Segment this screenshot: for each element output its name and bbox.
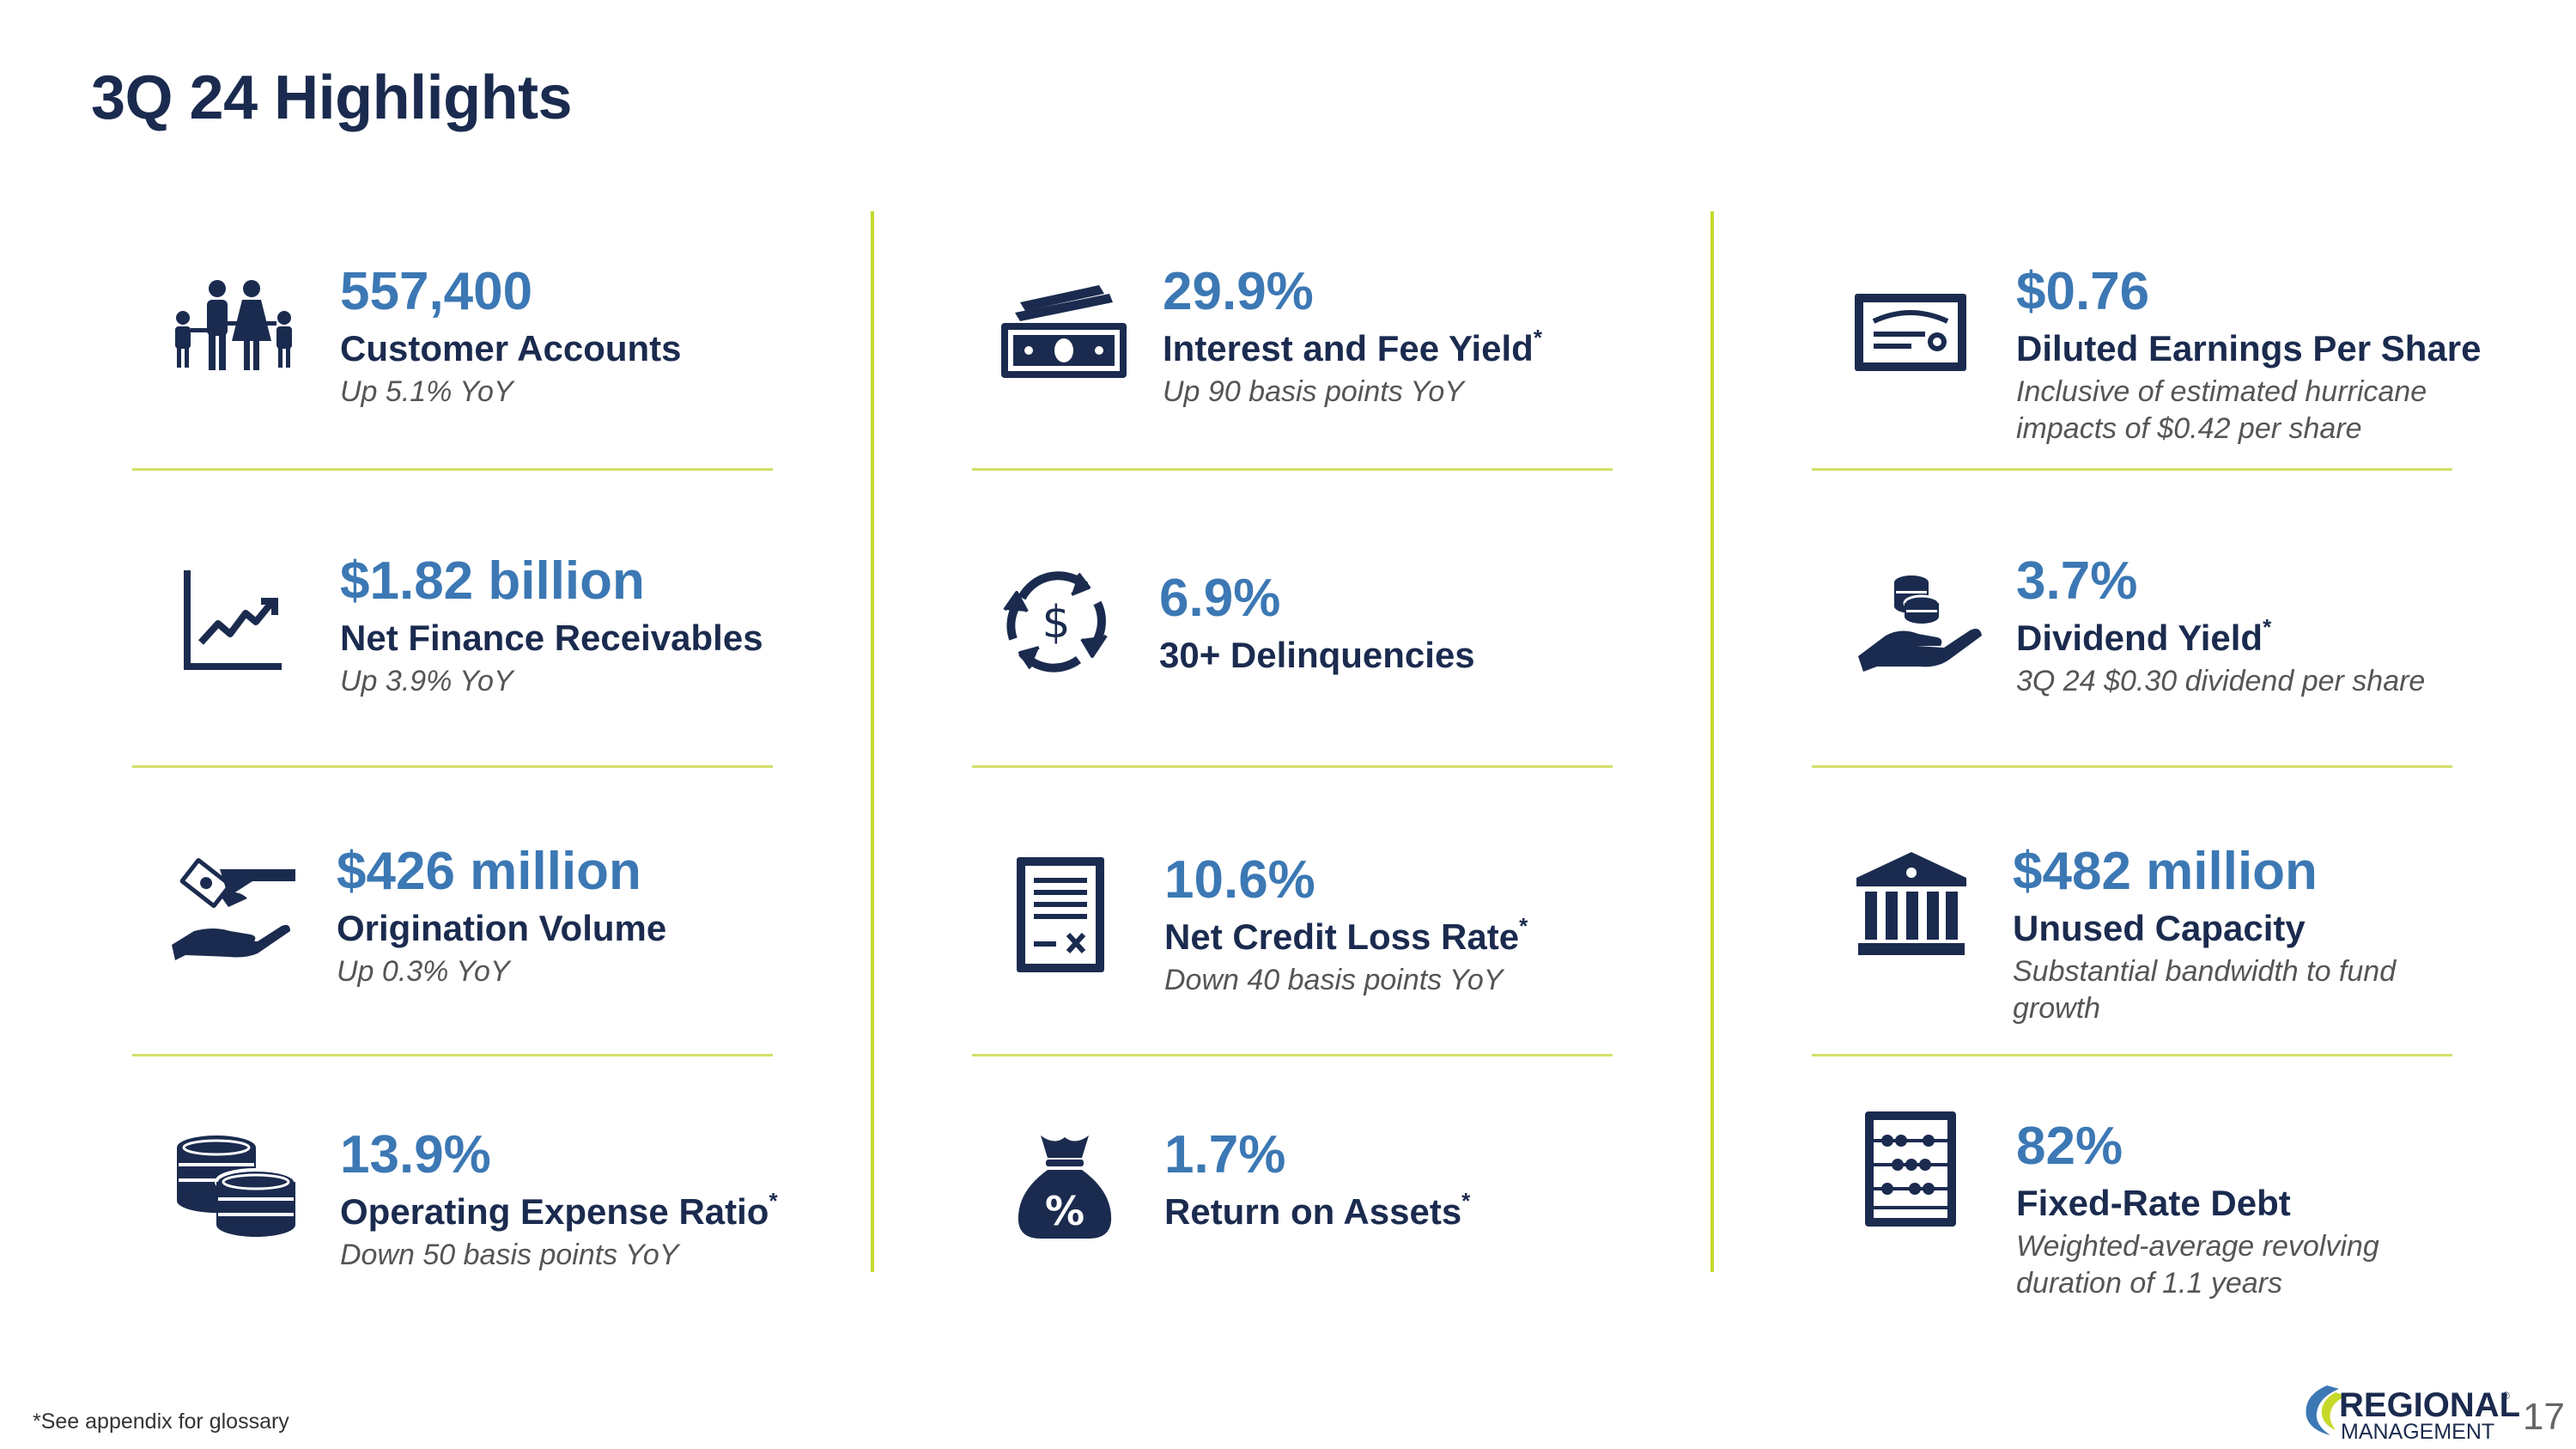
kpi-value: 29.9%: [1163, 262, 1314, 321]
coins-hand-icon: [1855, 574, 1984, 673]
certificate-icon: [1853, 292, 1968, 373]
svg-text:$: $: [1042, 597, 1070, 648]
row-divider: [1812, 765, 2452, 768]
cash-bills-icon: [999, 283, 1128, 380]
kpi-value: 82%: [2016, 1117, 2123, 1176]
column-divider: [1710, 211, 1714, 1272]
kpi-subtext: Weighted-average revolving duration of 1…: [2016, 1230, 2379, 1300]
kpi-value: 557,400: [340, 262, 533, 321]
kpi-value: $426 million: [337, 842, 641, 901]
kpi-value: 6.9%: [1159, 569, 1281, 628]
kpi-subtext: Down 50 basis points YoY: [340, 1239, 679, 1272]
svg-text:%: %: [1045, 1188, 1084, 1234]
kpi-subtext: Substantial bandwidth to fund growth: [2013, 955, 2397, 1025]
regional-management-logo: REGIONAL ® MANAGEMENT: [2301, 1379, 2520, 1446]
coins-stack-icon: [173, 1134, 299, 1240]
kpi-value: $0.76: [2016, 262, 2150, 321]
row-divider: [132, 1054, 773, 1056]
kpi-value: 10.6%: [1164, 850, 1315, 910]
dollar-cycle-icon: $: [996, 563, 1116, 680]
kpi-value: 1.7%: [1164, 1125, 1286, 1184]
kpi-subtext: 3Q 24 $0.30 dividend per share: [2016, 665, 2426, 698]
kpi-value: $1.82 billion: [340, 551, 645, 611]
kpi-label: Dividend Yield*: [2016, 614, 2272, 658]
kpi-value: 3.7%: [2016, 551, 2138, 611]
page-title: 3Q 24 Highlights: [91, 64, 573, 132]
page-number: 17: [2523, 1396, 2565, 1438]
money-hand-icon: [168, 850, 301, 964]
row-divider: [132, 765, 773, 768]
abacus-icon: [1863, 1110, 1958, 1228]
column-divider: [871, 211, 874, 1272]
kpi-label: 30+ Delinquencies: [1159, 635, 1475, 675]
kpi-label: Operating Expense Ratio*: [340, 1188, 778, 1232]
bank-building-icon: [1855, 850, 1968, 957]
kpi-subtext: Up 5.1% YoY: [340, 375, 513, 409]
kpi-label: Return on Assets*: [1164, 1188, 1471, 1232]
kpi-label: Fixed-Rate Debt: [2016, 1183, 2291, 1223]
kpi-subtext: Down 40 basis points YoY: [1164, 964, 1504, 997]
kpi-label: Origination Volume: [337, 908, 667, 948]
row-divider: [1812, 468, 2452, 471]
document-calculator-icon: [1015, 855, 1106, 974]
row-divider: [132, 468, 773, 471]
family-icon: [170, 280, 299, 374]
kpi-subtext: Up 0.3% YoY: [337, 955, 510, 989]
footnote: *See appendix for glossary: [33, 1409, 289, 1434]
logo-line2: MANAGEMENT: [2341, 1420, 2494, 1442]
kpi-value: $482 million: [2013, 842, 2318, 901]
kpi-value: 13.9%: [340, 1125, 491, 1184]
row-divider: [1812, 1054, 2452, 1056]
row-divider: [972, 1054, 1613, 1056]
kpi-subtext: Inclusive of estimated hurricane impacts…: [2016, 375, 2427, 445]
row-divider: [972, 765, 1613, 768]
kpi-label: Net Credit Loss Rate*: [1164, 913, 1528, 957]
growth-chart-icon: [182, 569, 285, 672]
logo-registered: ®: [2502, 1390, 2510, 1402]
kpi-label: Customer Accounts: [340, 328, 682, 368]
row-divider: [972, 468, 1613, 471]
kpi-subtext: Up 90 basis points YoY: [1163, 375, 1464, 409]
kpi-subtext: Up 3.9% YoY: [340, 665, 513, 698]
kpi-label: Interest and Fee Yield*: [1163, 325, 1542, 368]
logo-line1: REGIONAL: [2339, 1386, 2519, 1424]
kpi-label: Diluted Earnings Per Share: [2016, 328, 2482, 368]
kpi-label: Net Finance Receivables: [340, 618, 763, 658]
percent-money-bag-icon: %: [1015, 1132, 1115, 1240]
kpi-label: Unused Capacity: [2013, 908, 2306, 948]
